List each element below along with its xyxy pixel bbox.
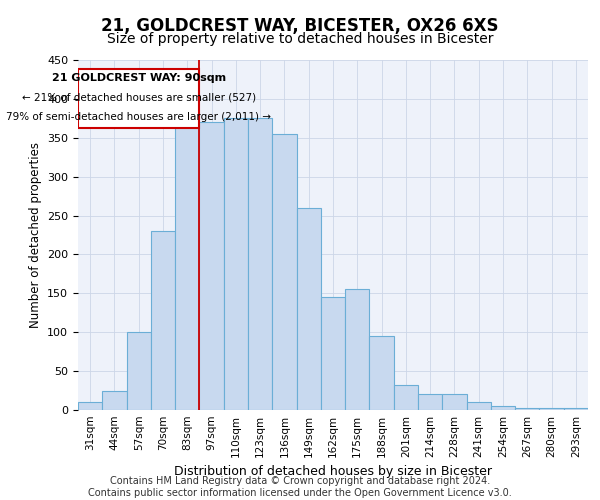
Bar [78, 69, 199, 128]
Text: 21, GOLDCREST WAY, BICESTER, OX26 6XS: 21, GOLDCREST WAY, BICESTER, OX26 6XS [101, 18, 499, 36]
Y-axis label: Number of detached properties: Number of detached properties [29, 142, 41, 328]
Bar [248, 118, 272, 410]
Text: Contains HM Land Registry data © Crown copyright and database right 2024.
Contai: Contains HM Land Registry data © Crown c… [88, 476, 512, 498]
Bar [321, 297, 345, 410]
Bar [442, 394, 467, 410]
Bar [102, 390, 127, 410]
Bar [199, 122, 224, 410]
Text: Size of property relative to detached houses in Bicester: Size of property relative to detached ho… [107, 32, 493, 46]
Bar [127, 332, 151, 410]
Bar [394, 385, 418, 410]
Bar [418, 394, 442, 410]
Text: 79% of semi-detached houses are larger (2,011) →: 79% of semi-detached houses are larger (… [6, 112, 271, 122]
Bar [224, 118, 248, 410]
Bar [151, 231, 175, 410]
Text: ← 21% of detached houses are smaller (527): ← 21% of detached houses are smaller (52… [22, 92, 256, 102]
Bar [78, 402, 102, 410]
Bar [539, 408, 564, 410]
Bar [370, 336, 394, 410]
Bar [175, 126, 199, 410]
Bar [296, 208, 321, 410]
X-axis label: Distribution of detached houses by size in Bicester: Distribution of detached houses by size … [174, 466, 492, 478]
Bar [515, 408, 539, 410]
Bar [272, 134, 296, 410]
Bar [491, 406, 515, 410]
Bar [345, 290, 370, 410]
Text: 21 GOLDCREST WAY: 90sqm: 21 GOLDCREST WAY: 90sqm [52, 72, 226, 83]
Bar [564, 408, 588, 410]
Bar [467, 402, 491, 410]
